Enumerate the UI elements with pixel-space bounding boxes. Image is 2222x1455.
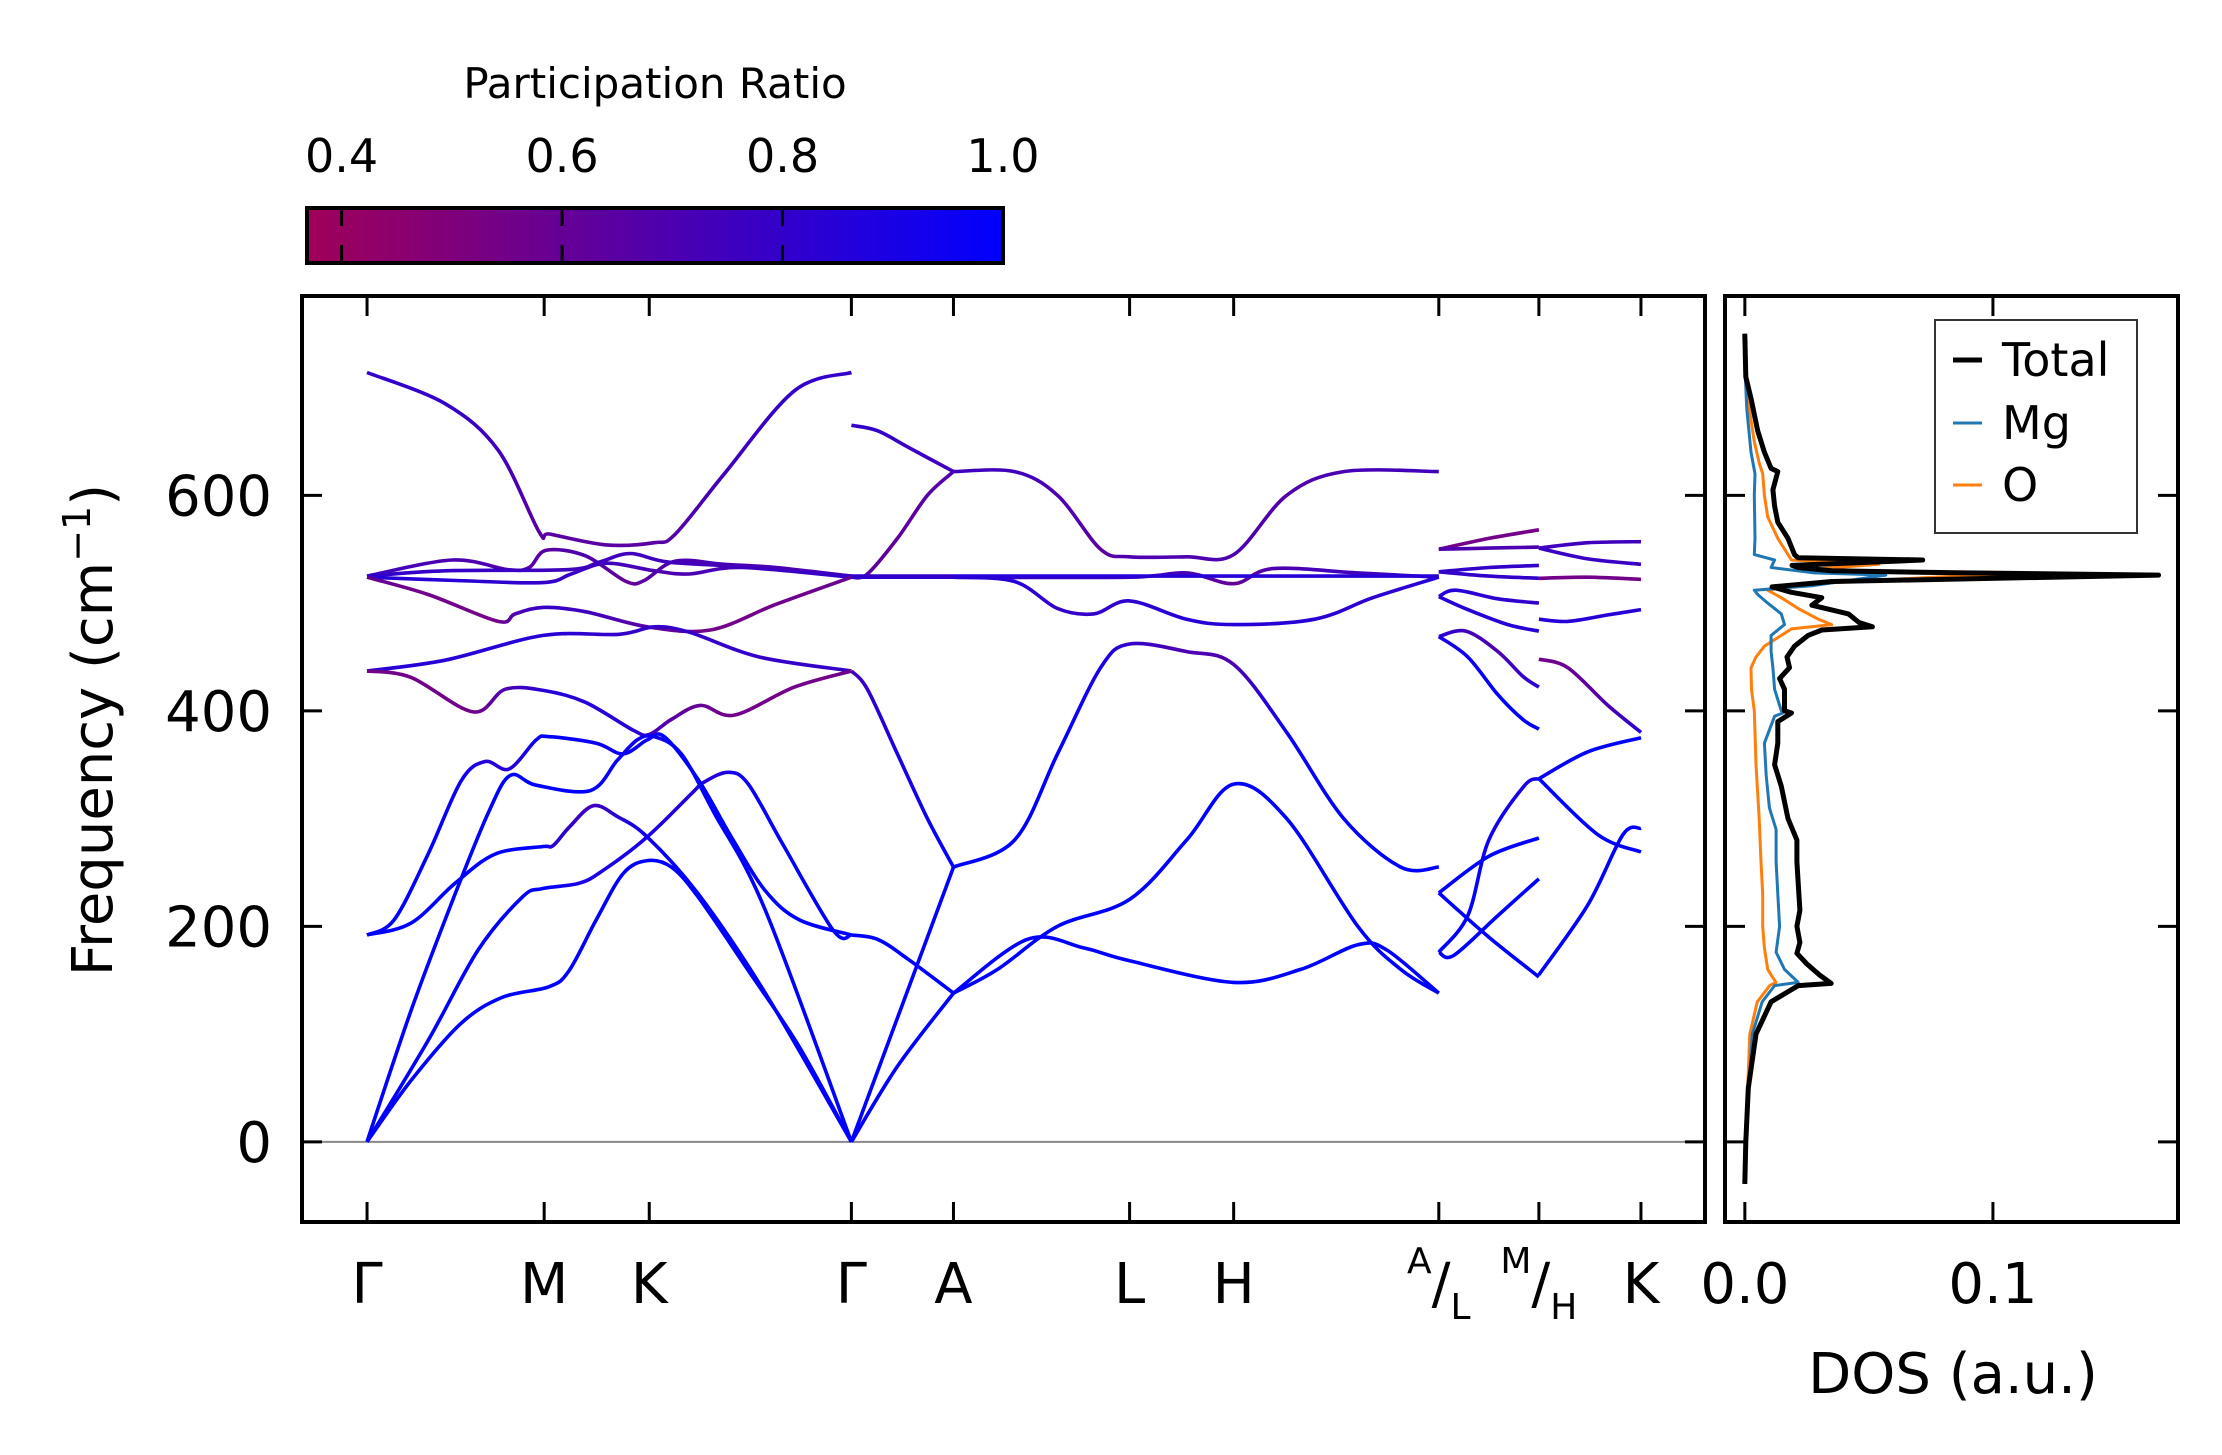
x-tick-label: Γ [836, 1252, 867, 1317]
phonon-band [851, 470, 955, 580]
phonon-band [849, 866, 956, 1143]
phonon-band [1438, 570, 1539, 581]
phonon-band [1438, 528, 1540, 551]
phonon-band [1438, 545, 1539, 551]
colorbar-tick-label: 0.4 [305, 129, 378, 183]
x-tick-label: A/L [1407, 1241, 1471, 1328]
phonon-band [1538, 546, 1642, 567]
phonon-band [365, 733, 854, 1143]
legend: Total Mg O [1934, 319, 2138, 534]
legend-frame [1934, 319, 2138, 534]
phonon-band [366, 575, 853, 634]
phonon-band [952, 781, 1440, 995]
x-tick-label-slash: / [1432, 1252, 1451, 1317]
phonon-band [1538, 736, 1642, 781]
phonon-band [1438, 628, 1540, 689]
phonon-band [1438, 563, 1539, 574]
x-tick-label: K [631, 1252, 669, 1317]
phonon-band [1537, 825, 1642, 976]
x-tick-label-subscript: L [1451, 1287, 1471, 1328]
phonon-band [1437, 588, 1540, 605]
y-axis-label: Frequency (cm−1) [55, 484, 126, 976]
band-segment [365, 370, 854, 1143]
phonon-band [953, 575, 1440, 627]
phonon-band [1538, 539, 1642, 550]
colorbar-tick-label: 0.8 [746, 129, 819, 183]
legend-label-total: Total [2001, 333, 2109, 387]
phonon-band [953, 468, 1439, 562]
phonon-band [365, 858, 853, 1143]
phonon-band [851, 423, 955, 474]
dos-axis-ticks: 0.0 0.1 [1700, 296, 2178, 1317]
phonon-band [851, 933, 955, 995]
x-tick-label-superscript: A [1407, 1241, 1432, 1282]
x-tick-label-slash: / [1531, 1252, 1550, 1317]
dos-curves [1742, 333, 2162, 1184]
y-tick-label: 0 [236, 1111, 272, 1176]
dos-x-axis-label: DOS (a.u.) [1808, 1342, 2098, 1407]
phonon-band [1437, 891, 1541, 979]
y-axis-label-superscript: −1 [55, 506, 99, 562]
phonon-band [366, 624, 852, 673]
phonon-band [1538, 607, 1642, 624]
phonon-band [1538, 657, 1643, 734]
y-tick-label: 400 [165, 680, 272, 745]
phonon-band [952, 641, 1439, 873]
phonon-band [366, 803, 853, 1143]
colorbar-gradient [305, 206, 1005, 265]
x-tick-label: A [934, 1252, 972, 1317]
legend-label-o: O [2002, 458, 2038, 512]
dos-line-total [1742, 333, 2162, 1184]
band-panel-frame [300, 294, 1707, 1224]
dos-panel: 0.0 0.1 DOS (a.u.) Total Mg O [1700, 294, 2180, 1407]
band-segment [1537, 539, 1643, 976]
colorbar-tick-label: 0.6 [525, 129, 598, 183]
colorbar-tick-label: 1.0 [966, 129, 1039, 183]
y-axis-label-end: ) [61, 484, 126, 506]
phonon-band [1437, 836, 1540, 895]
phonon-band [365, 770, 852, 1143]
dos-line-o [1743, 333, 2019, 1184]
x-tick-label: M/H [1500, 1241, 1577, 1328]
phonon-band [366, 669, 852, 738]
phonon-band [366, 732, 852, 937]
band-segment [952, 468, 1440, 995]
colorbar-label: Participation Ratio [463, 59, 846, 108]
x-tick-label: L [1114, 1252, 1145, 1317]
x-tick-label: Γ [351, 1252, 382, 1317]
phonon-band [1437, 877, 1541, 960]
dos-panel-frame [1723, 294, 2180, 1224]
band-segment [849, 423, 956, 1143]
phonon-band [1537, 777, 1642, 854]
x-tick-label-superscript: M [1500, 1241, 1531, 1282]
y-axis-label-main: Frequency (cm [61, 562, 126, 976]
legend-label-mg: Mg [2002, 396, 2071, 450]
x-tick-label-subscript: H [1550, 1287, 1577, 1328]
phonon-band [366, 561, 852, 585]
phonon-band [1538, 575, 1642, 582]
y-tick-label: 200 [165, 895, 272, 960]
phonon-band [850, 669, 956, 868]
phonon-band [1438, 594, 1540, 633]
y-tick-label: 600 [165, 464, 272, 529]
x-tick-label: M [520, 1252, 568, 1317]
dos-x-tick-label: 0.0 [1700, 1252, 1789, 1317]
x-tick-label: K [1623, 1252, 1661, 1317]
phonon-band [849, 992, 955, 1143]
x-tick-label: H [1213, 1252, 1255, 1317]
colorbar: Participation Ratio 0.4 0.6 0.8 1.0 [305, 59, 1040, 265]
dos-x-tick-label: 0.1 [1948, 1252, 2037, 1317]
phonon-band [1437, 635, 1540, 731]
phonon-band [1437, 776, 1540, 954]
phonon-band [366, 370, 852, 548]
band-segment [1437, 528, 1541, 979]
dos-line-mg [1743, 365, 1888, 1184]
phonon-band [952, 935, 1440, 995]
phonon-bands [365, 370, 1643, 1143]
colorbar-ticks: 0.4 0.6 0.8 1.0 [305, 129, 1040, 263]
